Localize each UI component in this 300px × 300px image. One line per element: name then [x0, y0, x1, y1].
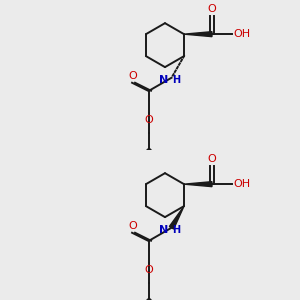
Polygon shape: [184, 32, 212, 37]
Text: H: H: [172, 75, 181, 85]
Text: O: O: [208, 4, 216, 14]
Polygon shape: [169, 206, 184, 229]
Text: OH: OH: [233, 179, 250, 189]
Text: N: N: [159, 225, 169, 235]
Text: N: N: [159, 75, 169, 85]
Text: O: O: [145, 115, 153, 125]
Text: H: H: [172, 225, 181, 235]
Text: O: O: [129, 221, 137, 231]
Text: O: O: [145, 265, 153, 275]
Text: O: O: [129, 71, 137, 81]
Polygon shape: [184, 182, 212, 187]
Text: O: O: [208, 154, 216, 164]
Text: OH: OH: [233, 29, 250, 39]
